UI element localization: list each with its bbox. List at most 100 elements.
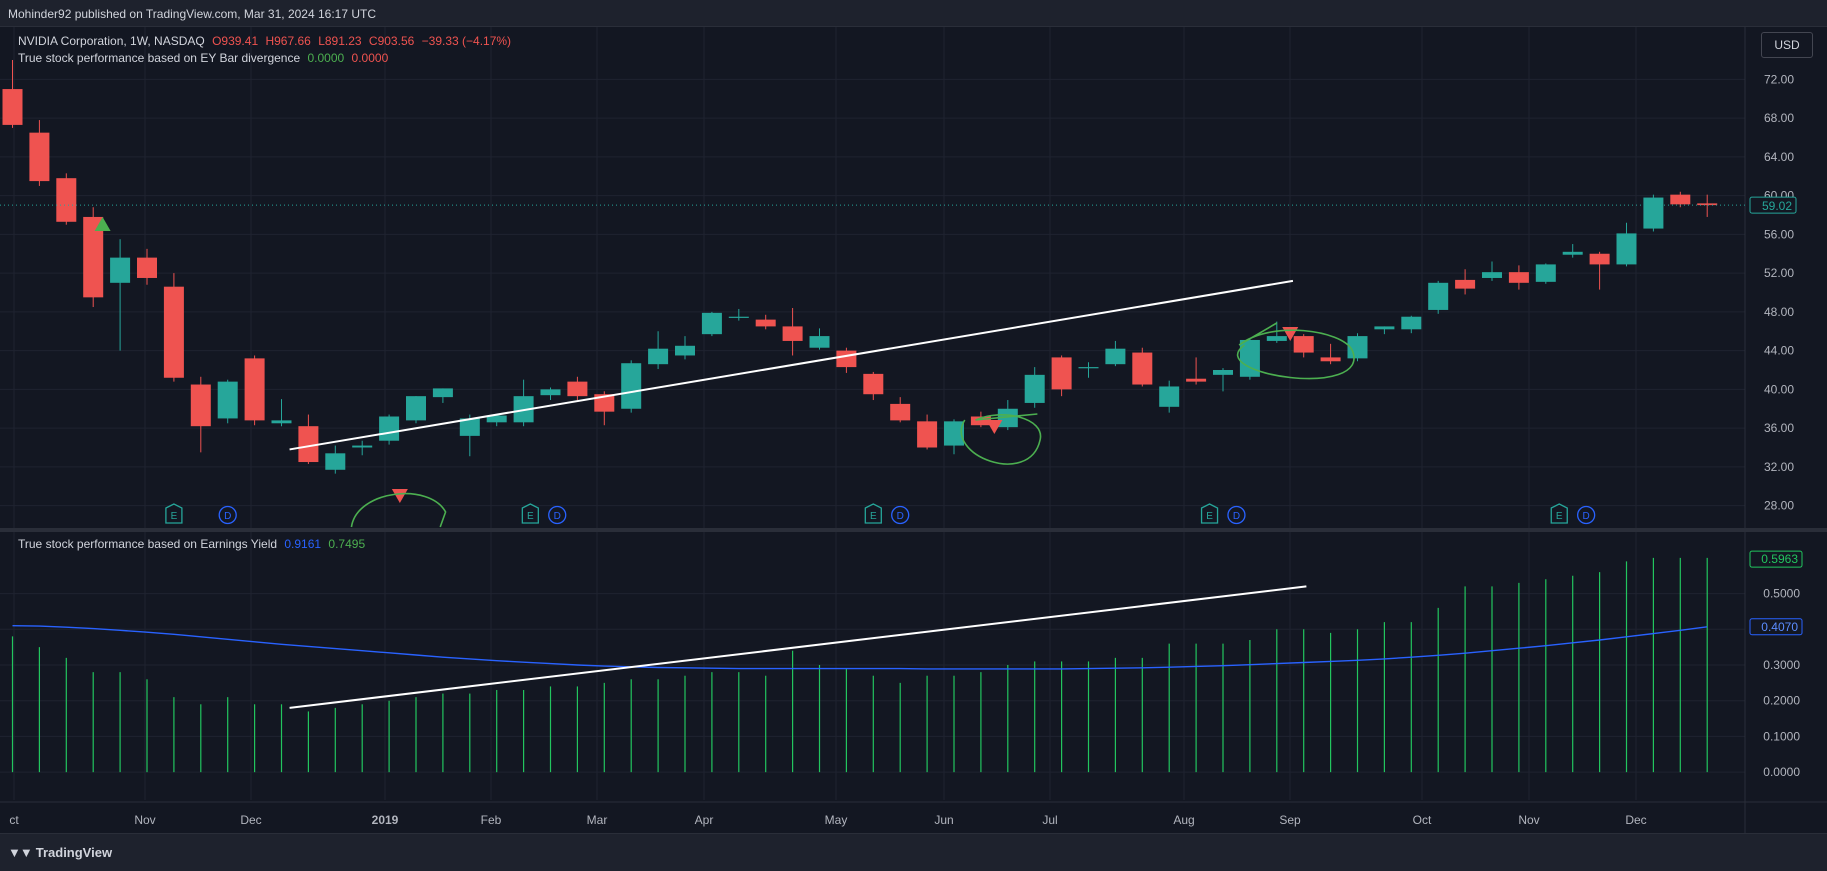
bottom-bar: ▼▼ TradingView — [0, 833, 1827, 871]
earnings-icon — [521, 503, 539, 524]
dividend-icon — [218, 505, 237, 525]
y-tick-label: 0.0000 — [1763, 765, 1800, 779]
annotations-group — [94, 217, 1355, 528]
candle-body — [1455, 279, 1476, 289]
high-value: H967.66 — [265, 34, 311, 48]
open-value: O939.41 — [212, 34, 259, 48]
trendline-ey — [289, 585, 1307, 709]
bar-value-label: 0.5963 — [1761, 552, 1798, 566]
indicator-title[interactable]: True stock performance based on EY Bar d… — [18, 51, 301, 65]
lower-indicator-title[interactable]: True stock performance based on Earnings… — [18, 537, 278, 551]
candle-body — [1266, 336, 1287, 341]
candle-body — [836, 350, 857, 368]
candle-body — [567, 381, 588, 397]
lower-value-1: 0.9161 — [284, 537, 322, 551]
y-tick-label: 28.00 — [1764, 499, 1794, 513]
dividend-icon — [1577, 505, 1596, 525]
x-tick-label: Sep — [1279, 813, 1301, 827]
y-tick-label: 44.00 — [1764, 344, 1794, 358]
candle-body — [1401, 316, 1422, 330]
candle-body — [2, 89, 23, 125]
y-tick-label: 64.00 — [1764, 150, 1794, 164]
x-tick-label: 2019 — [372, 813, 399, 827]
earnings-icon: E — [870, 511, 877, 522]
candle-body — [271, 420, 292, 424]
ma-value-label: 0.4070 — [1761, 620, 1798, 634]
candle-body — [863, 373, 884, 395]
candle-body — [917, 421, 938, 448]
trendlines-group — [289, 279, 1307, 709]
candle-body — [1186, 378, 1207, 382]
ma-line — [12, 625, 1708, 670]
buy-signal-arrow — [94, 217, 111, 231]
candle-body — [1428, 282, 1449, 310]
candle-body — [621, 363, 642, 409]
candle-body — [1535, 264, 1556, 282]
candle-body — [540, 389, 561, 396]
earnings-icon: E — [1556, 511, 1563, 522]
x-tick-label: Apr — [695, 813, 714, 827]
x-tick-label: Dec — [1625, 813, 1646, 827]
candles-group — [2, 60, 1718, 474]
y-tick-label: 0.5000 — [1763, 587, 1800, 601]
hand-drawn-circle — [960, 413, 1042, 465]
candle-body — [1482, 272, 1502, 278]
candle-body — [137, 257, 157, 278]
candle-body — [1159, 386, 1180, 407]
y-tick-label: 36.00 — [1764, 421, 1794, 435]
candle-body — [1105, 348, 1126, 365]
x-tick-label: Nov — [134, 813, 155, 827]
earnings-icon — [165, 503, 183, 524]
published-text: Mohinder92 published on TradingView.com,… — [8, 7, 376, 21]
candle-body — [379, 416, 400, 441]
currency-button[interactable]: USD — [1761, 32, 1813, 58]
top-bar: Mohinder92 published on TradingView.com,… — [0, 0, 1827, 27]
candle-body — [1213, 370, 1233, 375]
candle-body — [648, 348, 669, 365]
candle-body — [1670, 194, 1691, 205]
symbol-title[interactable]: NVIDIA Corporation, 1W, NASDAQ — [18, 34, 205, 48]
bar-value-box — [1749, 550, 1803, 568]
ma-line-group — [12, 625, 1708, 670]
candle-body — [1024, 374, 1045, 403]
earnings-icon: E — [171, 511, 178, 522]
indicator-value-1: 0.0000 — [307, 51, 345, 65]
candle-body — [110, 257, 131, 283]
candle-body — [594, 394, 615, 412]
candle-body — [406, 396, 426, 421]
dividend-icon — [1227, 505, 1246, 525]
x-tick-label: Jun — [934, 813, 953, 827]
last-price-box — [1749, 196, 1797, 214]
candle-body — [970, 416, 991, 426]
hand-drawn-circle — [350, 492, 447, 528]
candle-body — [486, 415, 507, 423]
candle-body — [1051, 357, 1072, 390]
candle-body — [56, 178, 77, 222]
trendline-price — [289, 279, 1294, 451]
sell-signal-arrow — [986, 420, 1003, 434]
candle-body — [325, 453, 346, 470]
candle-body — [944, 421, 964, 446]
hand-drawn-circle — [1236, 322, 1355, 380]
candle-body — [782, 326, 803, 341]
indicator-legend: True stock performance based on EY Bar d… — [18, 51, 388, 65]
candle-body — [244, 358, 265, 421]
candle-body — [432, 388, 453, 398]
x-tick-label: Dec — [240, 813, 261, 827]
candle-body — [1078, 367, 1099, 369]
candle-body — [1616, 233, 1637, 265]
candle-body — [728, 316, 749, 318]
pane-separator — [0, 27, 1827, 833]
x-tick-label: ct — [9, 813, 19, 827]
tradingview-logo-icon: ▼▼ — [8, 845, 33, 860]
close-value: C903.56 — [368, 34, 415, 48]
brand[interactable]: ▼▼ TradingView — [8, 845, 112, 860]
candle-body — [298, 426, 319, 463]
indicator-value-2: 0.0000 — [351, 51, 389, 65]
dividend-icon: D — [554, 511, 561, 522]
candle-body — [190, 384, 211, 427]
candle-body — [701, 312, 722, 335]
y-tick-label: 40.00 — [1764, 382, 1794, 396]
ma-value-box — [1749, 618, 1803, 636]
